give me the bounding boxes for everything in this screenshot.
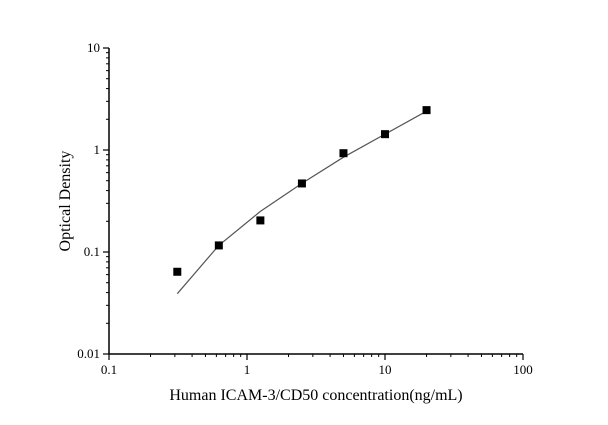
data-point <box>339 149 348 158</box>
x-tick-label: 100 <box>513 362 533 377</box>
data-point <box>173 267 182 276</box>
y-axis-label: Optical Density <box>57 151 74 252</box>
x-tick-label: 10 <box>379 362 392 377</box>
y-tick-label: 0.1 <box>84 244 100 259</box>
data-point <box>297 179 306 188</box>
x-tick-label: 0.1 <box>101 362 117 377</box>
data-point <box>381 130 389 139</box>
x-axis-label: Human ICAM-3/CD50 concentration(ng/mL) <box>169 387 462 404</box>
y-tick-label: 10 <box>87 40 100 55</box>
x-tick-label: 1 <box>244 362 251 377</box>
data-point <box>256 216 265 225</box>
y-tick-label: 0.01 <box>77 346 100 361</box>
fit-curve <box>176 110 427 295</box>
data-point <box>422 106 431 115</box>
y-tick-label: 1 <box>94 142 101 157</box>
data-point <box>214 241 223 250</box>
